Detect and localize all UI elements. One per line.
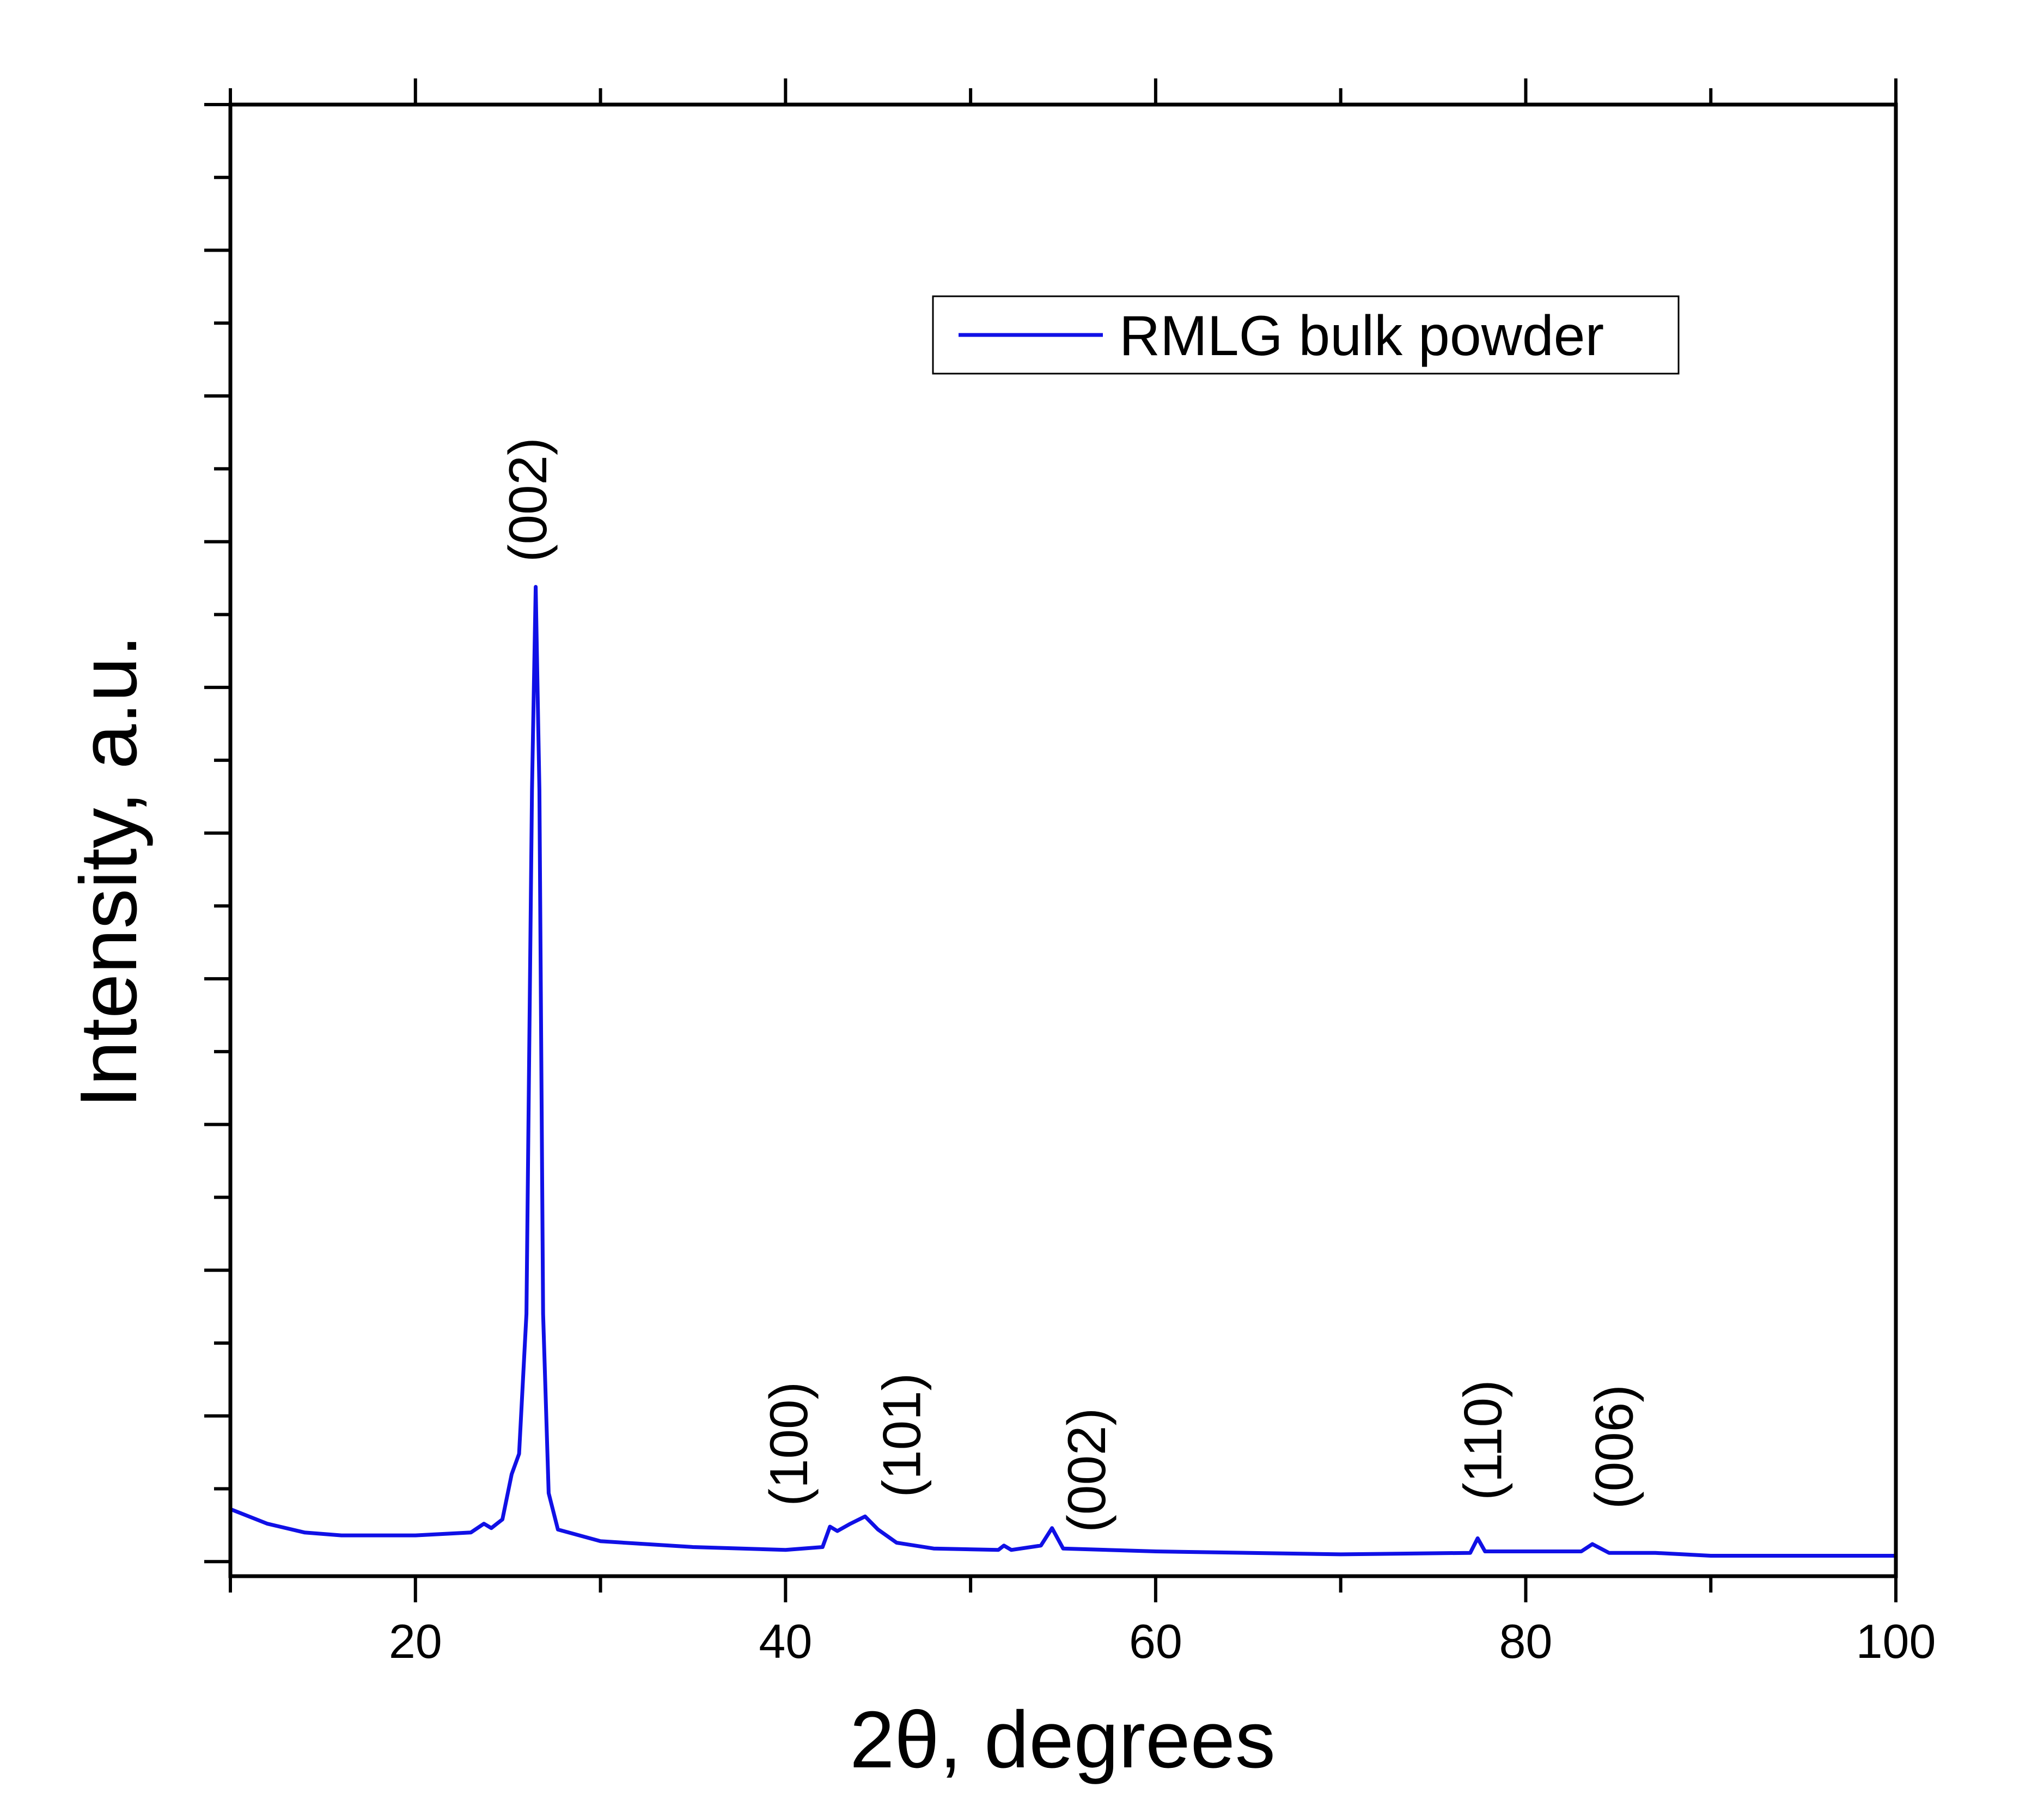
peak-label: (002) xyxy=(498,437,558,562)
series-group xyxy=(229,585,1896,1558)
x-tick-label: 80 xyxy=(1499,1614,1552,1668)
x-tick-label: 40 xyxy=(759,1614,812,1668)
peak-label: (110) xyxy=(1453,1380,1512,1500)
axis-ticks: 20 40 60 80 100 xyxy=(204,78,1936,1668)
peak-label: (101) xyxy=(871,1373,931,1498)
x-axis-title: 2θ, degrees xyxy=(850,1695,1276,1785)
x-tick-label: 100 xyxy=(1856,1614,1936,1668)
peak-label: (002) xyxy=(1057,1408,1116,1533)
peak-label: (100) xyxy=(759,1382,819,1506)
plot-frame xyxy=(228,102,1898,1578)
legend-label: RMLG bulk powder xyxy=(1119,304,1604,368)
x-tick-label: 20 xyxy=(389,1614,442,1668)
y-axis-title: Intensity, a.u. xyxy=(64,635,154,1108)
series-line-rmlg-bulk-powder xyxy=(229,585,1896,1558)
peak-label: (006) xyxy=(1584,1384,1644,1509)
peak-annotations: (002) (100) (101) (002) (110) (006) xyxy=(498,437,1644,1532)
x-tick-label: 60 xyxy=(1129,1614,1182,1668)
legend: RMLG bulk powder xyxy=(932,295,1680,375)
